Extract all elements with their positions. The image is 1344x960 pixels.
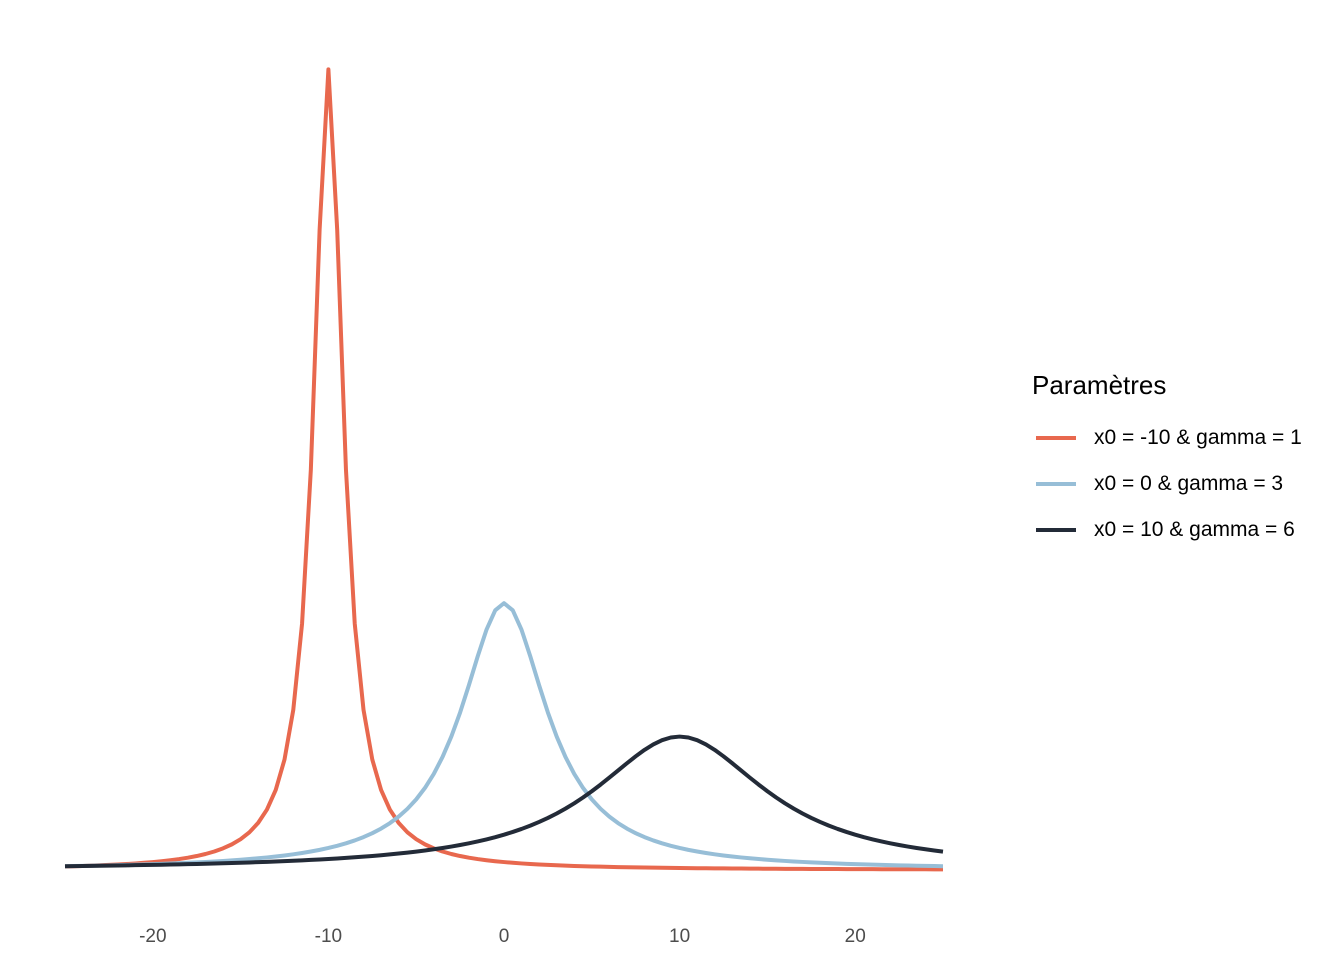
legend-label-series-1: x0 = -10 & gamma = 1 (1094, 426, 1302, 449)
series-layer (64, 67, 944, 872)
legend-label-series-3: x0 = 10 & gamma = 6 (1094, 518, 1295, 541)
x-tick-label: 20 (845, 926, 866, 947)
legend-key-series-3 (1036, 528, 1076, 532)
legend-item-series-1: x0 = -10 & gamma = 1 (1032, 415, 1302, 461)
legend-item-series-2: x0 = 0 & gamma = 3 (1032, 461, 1302, 507)
series-line-2 (64, 601, 944, 869)
legend-item-series-3: x0 = 10 & gamma = 6 (1032, 507, 1302, 553)
x-tick-label: 10 (669, 926, 690, 947)
legend: Paramètres x0 = -10 & gamma = 1 x0 = 0 &… (1032, 370, 1302, 553)
legend-key-series-2 (1036, 482, 1076, 486)
x-axis-ticks: -20 -10 0 10 20 (139, 926, 866, 947)
legend-title: Paramètres (1032, 370, 1167, 400)
x-tick-label: 0 (499, 926, 510, 947)
legend-key-series-1 (1036, 436, 1076, 440)
x-tick-label: -10 (315, 926, 342, 947)
series-line-1 (64, 67, 944, 872)
series-line-3 (64, 734, 944, 869)
x-tick-label: -20 (139, 926, 166, 947)
legend-label-series-2: x0 = 0 & gamma = 3 (1094, 472, 1284, 495)
